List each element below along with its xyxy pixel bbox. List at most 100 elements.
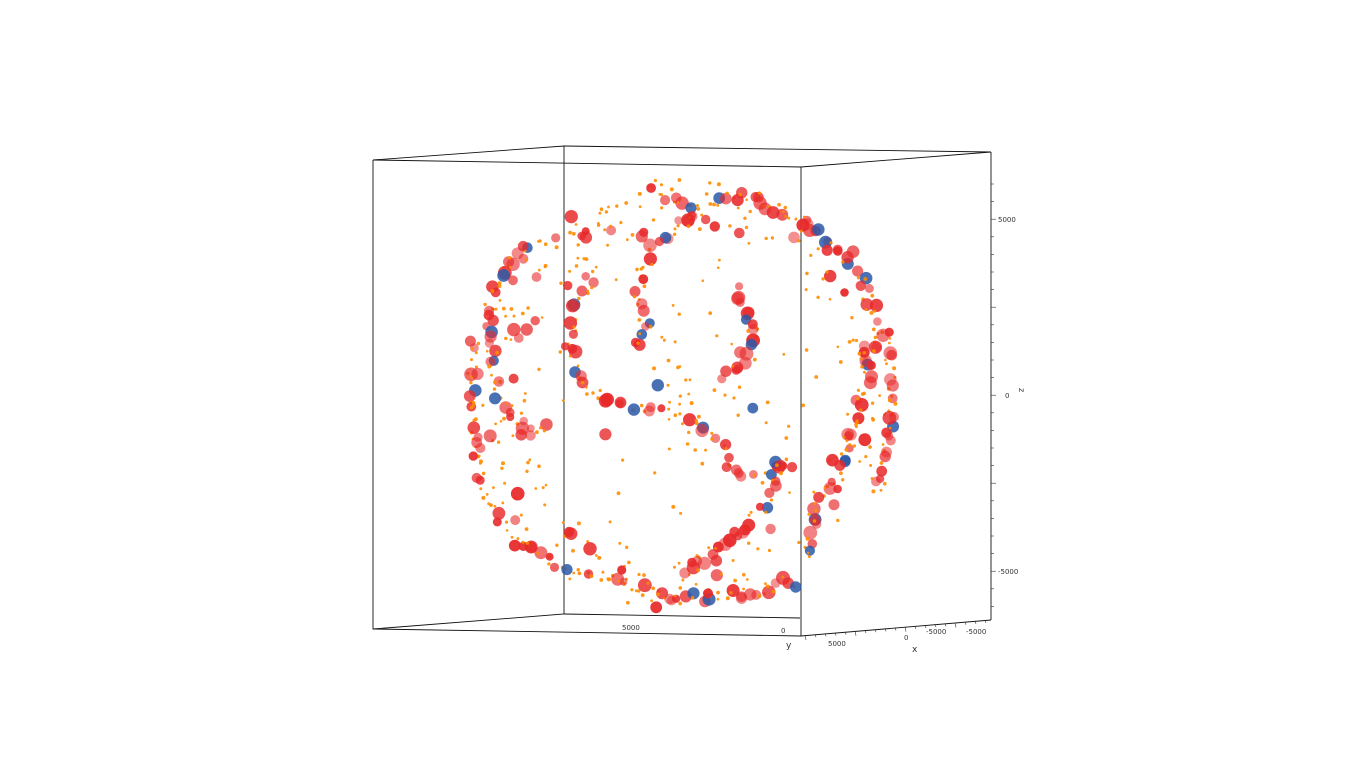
data-point-small-r133 <box>500 466 504 470</box>
data-point-small-p328 <box>481 495 486 500</box>
x-tick-5000: 5000 <box>828 640 846 648</box>
data-point-small-r6 <box>672 232 677 236</box>
data-point-medium-s5 <box>599 428 612 441</box>
data-point-small-i47 <box>814 375 819 379</box>
data-point-medium-s3 <box>508 373 519 384</box>
data-point-small-r204 <box>568 269 572 273</box>
data-point-small-p385 <box>729 591 733 595</box>
data-point-small-p74 <box>585 392 589 396</box>
data-point-medium-r72 <box>832 244 843 255</box>
data-point-small-r65 <box>669 187 674 192</box>
data-point-small-r202 <box>522 398 527 403</box>
data-point-medium-s8 <box>787 462 798 473</box>
data-point-medium-p392 <box>762 585 776 600</box>
data-point-small-p338 <box>516 537 520 541</box>
data-point-small-r116 <box>541 486 545 490</box>
data-point-medium-r58 <box>701 214 711 225</box>
z-axis: 5000 0 -5000 z <box>998 216 1026 576</box>
data-point-small-r252 <box>812 490 816 494</box>
data-point-medium-p442 <box>879 450 891 463</box>
data-point-small-r126 <box>676 201 680 204</box>
data-point-small-r145 <box>887 398 892 403</box>
data-point-small-p68 <box>576 364 580 368</box>
data-point-small-r158 <box>626 600 630 605</box>
x-minor-tick-16 <box>964 621 967 625</box>
x-minor-tick-2 <box>824 633 827 637</box>
data-point-small-p401 <box>474 351 478 355</box>
data-point-medium-p264 <box>720 192 732 205</box>
data-point-medium-p208 <box>864 284 874 293</box>
data-point-small-i55 <box>608 520 612 524</box>
data-point-medium-r212 <box>858 340 870 352</box>
data-point-small-p232 <box>859 408 863 412</box>
data-point-small-r71 <box>543 242 548 246</box>
data-point-small-p92 <box>678 412 682 416</box>
data-point-small-p353 <box>576 568 580 572</box>
data-point-medium-p152 <box>679 567 691 579</box>
data-point-medium-p57 <box>566 299 580 313</box>
data-point-small-p423 <box>885 362 888 366</box>
data-point-small-p114 <box>760 480 765 485</box>
data-point-medium-p50 <box>581 272 590 281</box>
data-point-small-r41 <box>813 502 817 506</box>
data-point-small-r63 <box>736 206 740 210</box>
data-point-small-r99 <box>637 572 641 577</box>
box-edge-bottom-right <box>800 619 992 637</box>
data-point-small-r207 <box>577 571 582 576</box>
data-point-small-r70 <box>838 360 843 364</box>
data-point-medium-p82 <box>614 396 627 409</box>
data-point-small-r11 <box>725 191 729 195</box>
data-point-medium-r92 <box>687 211 696 221</box>
data-point-medium-p53 <box>576 285 588 297</box>
data-point-small-p162 <box>490 289 495 293</box>
data-point-small-i56 <box>801 403 805 408</box>
data-point-medium-p444 <box>876 465 888 477</box>
data-point-medium-p111 <box>735 470 747 482</box>
data-point-small-i17 <box>673 340 677 344</box>
data-point-small-r256 <box>841 260 845 264</box>
box-edge-top-front <box>372 159 802 168</box>
data-point-medium-r137 <box>703 588 713 599</box>
data-point-small-r33 <box>856 397 860 401</box>
x-minor-tick-4 <box>844 631 847 635</box>
data-point-small-i37 <box>723 393 727 397</box>
data-point-medium-p409 <box>463 390 476 402</box>
data-point-small-p262 <box>807 555 811 559</box>
data-point-small-p448 <box>871 489 876 494</box>
data-point-medium-p302 <box>747 323 759 335</box>
data-point-small-r117 <box>659 183 664 187</box>
data-point-medium-r223 <box>765 523 776 535</box>
data-point-small-p125 <box>779 471 783 476</box>
data-point-medium-p313 <box>720 365 732 377</box>
data-point-medium-p138 <box>739 524 751 536</box>
data-point-small-p443 <box>879 461 884 465</box>
data-point-small-r191 <box>812 519 817 523</box>
data-point-small-p215 <box>871 327 876 332</box>
data-point-small-r200 <box>847 340 852 344</box>
data-point-small-r239 <box>656 592 660 597</box>
data-point-small-r131 <box>624 201 629 205</box>
data-point-small-i4 <box>752 357 757 362</box>
x-tick-neg5000-a: -5000 <box>926 628 946 636</box>
data-point-medium-p447 <box>871 476 881 487</box>
data-point-small-r40 <box>860 365 864 369</box>
data-point-medium-r90 <box>840 288 849 297</box>
data-point-small-r214 <box>748 209 752 214</box>
data-point-small-i35 <box>700 461 705 466</box>
data-point-medium-r225 <box>564 210 578 224</box>
data-point-small-p206 <box>856 276 861 280</box>
x-tick-neg5000-b: -5000 <box>966 628 986 636</box>
data-point-small-r55 <box>568 577 572 581</box>
data-point-small-p393 <box>771 589 776 594</box>
data-point-small-r243 <box>805 271 809 276</box>
z-tick-neg5000: -5000 <box>998 568 1018 576</box>
data-point-medium-p129 <box>764 487 775 498</box>
data-point-small-r192 <box>478 461 482 465</box>
data-point-medium-p439 <box>885 435 896 446</box>
data-point-medium-p370 <box>656 587 669 600</box>
box-edge-bottom-front <box>372 628 802 637</box>
data-point-small-r18 <box>651 218 656 222</box>
data-point-medium-p312 <box>731 365 741 375</box>
data-point-small-r194 <box>596 223 601 227</box>
